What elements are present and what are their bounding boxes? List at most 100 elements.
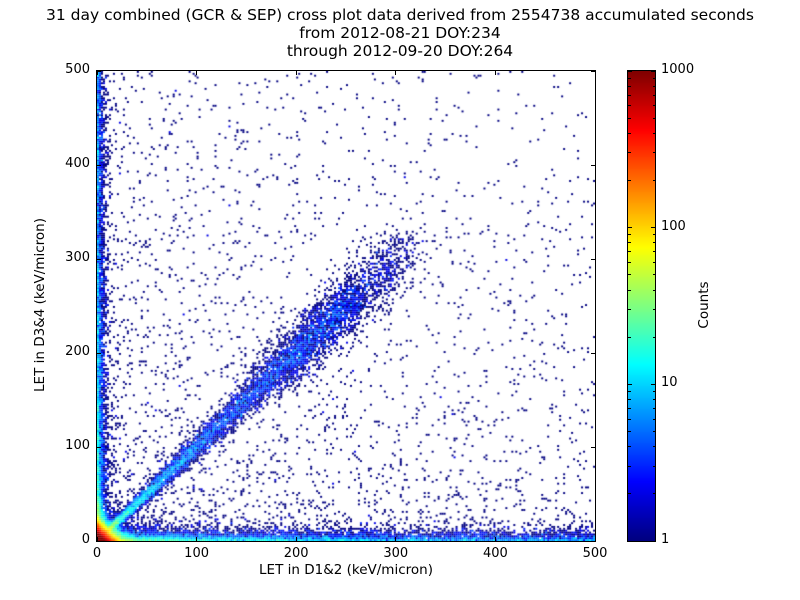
colorbar-tick xyxy=(651,383,655,385)
x-tick-label: 300 xyxy=(383,546,409,561)
colorbar-minor-tick xyxy=(652,85,655,87)
colorbar-minor-tick xyxy=(628,289,631,291)
colorbar-minor-tick xyxy=(652,94,655,96)
colorbar-minor-tick xyxy=(652,289,655,291)
colorbar-minor-tick xyxy=(652,274,655,276)
colorbar-gradient-canvas xyxy=(628,71,655,541)
x-tick xyxy=(594,71,596,75)
x-tick xyxy=(494,537,496,541)
colorbar-minor-tick xyxy=(652,152,655,154)
colorbar-minor-tick xyxy=(652,77,655,79)
x-tick-label: 100 xyxy=(184,546,209,561)
y-tick xyxy=(97,540,101,542)
colorbar-tick xyxy=(628,70,632,72)
x-tick xyxy=(295,71,297,75)
colorbar-minor-tick xyxy=(628,94,631,96)
x-tick xyxy=(295,537,297,541)
y-tick-label: 100 xyxy=(65,438,90,453)
y-tick xyxy=(97,70,101,72)
colorbar-minor-tick xyxy=(652,408,655,410)
colorbar-minor-tick xyxy=(652,251,655,253)
x-tick xyxy=(96,537,98,541)
colorbar-minor-tick xyxy=(652,391,655,392)
colorbar-minor-tick xyxy=(652,430,655,432)
colorbar-minor-tick xyxy=(652,446,655,448)
y-tick-label: 500 xyxy=(65,62,90,77)
colorbar-minor-tick xyxy=(652,234,655,236)
colorbar-minor-tick xyxy=(628,446,631,448)
x-tick-label: 400 xyxy=(482,546,508,561)
colorbar-minor-tick xyxy=(628,152,631,154)
colorbar-minor-tick xyxy=(628,336,631,338)
x-tick xyxy=(594,537,596,541)
y-tick xyxy=(591,352,595,354)
scatter-heatmap-canvas xyxy=(97,71,595,541)
colorbar-minor-tick xyxy=(628,391,631,392)
plot-area xyxy=(96,70,596,542)
colorbar-minor-tick xyxy=(652,418,655,420)
colorbar-tick xyxy=(651,540,655,542)
x-tick xyxy=(196,71,198,75)
colorbar-minor-tick xyxy=(628,408,631,410)
colorbar-minor-tick xyxy=(652,242,655,244)
colorbar-minor-tick xyxy=(652,309,655,311)
y-tick xyxy=(591,164,595,166)
x-tick xyxy=(494,71,496,75)
colorbar-minor-tick xyxy=(628,105,631,107)
x-tick-label: 0 xyxy=(92,546,102,561)
colorbar-minor-tick xyxy=(652,493,655,495)
y-tick-label: 300 xyxy=(65,250,90,265)
colorbar-minor-tick xyxy=(628,399,631,401)
colorbar-tick-label: 1 xyxy=(661,532,670,547)
colorbar-minor-tick xyxy=(652,465,655,467)
colorbar-minor-tick xyxy=(652,336,655,338)
colorbar-minor-tick xyxy=(652,132,655,134)
colorbar-tick xyxy=(651,227,655,229)
x-axis-label: LET in D1&2 (keV/micron) xyxy=(259,562,433,578)
colorbar-label: Counts xyxy=(696,281,712,329)
colorbar-minor-tick xyxy=(628,85,631,87)
colorbar-minor-tick xyxy=(652,399,655,401)
colorbar-minor-tick xyxy=(628,274,631,276)
colorbar-minor-tick xyxy=(628,234,631,236)
y-tick-label: 400 xyxy=(65,156,90,171)
colorbar-minor-tick xyxy=(628,132,631,134)
plot-title: 31 day combined (GCR & SEP) cross plot d… xyxy=(0,6,800,60)
x-tick xyxy=(395,71,397,75)
y-tick-label: 200 xyxy=(65,344,90,359)
y-tick xyxy=(591,446,595,448)
colorbar-minor-tick xyxy=(652,105,655,107)
colorbar-minor-tick xyxy=(652,180,655,181)
colorbar-tick xyxy=(628,540,632,542)
colorbar-minor-tick xyxy=(628,117,631,119)
y-tick xyxy=(97,164,101,166)
y-axis-label: LET in D3&4 (keV/micron) xyxy=(32,218,48,392)
y-tick-label: 0 xyxy=(81,532,90,547)
colorbar-minor-tick xyxy=(652,117,655,119)
colorbar-tick-label: 100 xyxy=(661,218,686,234)
x-tick-label: 200 xyxy=(283,546,309,561)
colorbar-minor-tick xyxy=(628,309,631,311)
title-line-2: from 2012-08-21 DOY:234 xyxy=(299,24,501,42)
x-tick-label: 500 xyxy=(582,546,608,561)
colorbar-minor-tick xyxy=(628,180,631,181)
y-tick xyxy=(97,258,101,260)
colorbar-minor-tick xyxy=(628,418,631,420)
colorbar-minor-tick xyxy=(628,251,631,253)
colorbar-tick-label: 10 xyxy=(661,375,678,391)
colorbar-minor-tick xyxy=(628,493,631,495)
y-tick xyxy=(97,352,101,354)
title-line-3: through 2012-09-20 DOY:264 xyxy=(286,42,514,60)
title-line-1: 31 day combined (GCR & SEP) cross plot d… xyxy=(46,6,754,24)
colorbar-tick xyxy=(628,227,632,229)
colorbar-tick-label: 1000 xyxy=(661,62,695,77)
colorbar-minor-tick xyxy=(628,261,631,263)
y-tick xyxy=(591,70,595,72)
y-tick xyxy=(591,540,595,542)
colorbar-minor-tick xyxy=(628,242,631,244)
colorbar-minor-tick xyxy=(628,430,631,432)
colorbar-minor-tick xyxy=(628,77,631,79)
colorbar-minor-tick xyxy=(652,261,655,263)
x-tick xyxy=(395,537,397,541)
